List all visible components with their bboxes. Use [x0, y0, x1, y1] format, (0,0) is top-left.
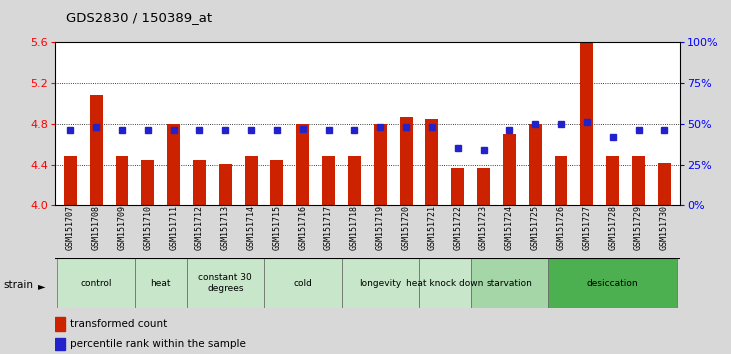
Text: constant 30
degrees: constant 30 degrees [198, 274, 252, 293]
Text: GSM151725: GSM151725 [531, 205, 539, 250]
Text: GSM151719: GSM151719 [376, 205, 385, 250]
Bar [348, 156, 361, 205]
Bar [186, 258, 264, 308]
Bar [477, 168, 490, 205]
Text: GSM151727: GSM151727 [583, 205, 591, 250]
Text: GSM151723: GSM151723 [479, 205, 488, 250]
Text: GSM151707: GSM151707 [66, 205, 75, 250]
Text: GSM151730: GSM151730 [660, 205, 669, 250]
Bar [503, 134, 516, 205]
Bar [270, 160, 284, 205]
Text: GSM151720: GSM151720 [401, 205, 411, 250]
Text: GSM151722: GSM151722 [453, 205, 462, 250]
Bar [606, 156, 619, 205]
Text: GSM151713: GSM151713 [221, 205, 230, 250]
Bar [245, 156, 257, 205]
Bar [341, 258, 419, 308]
Text: GSM151710: GSM151710 [143, 205, 152, 250]
Bar [322, 156, 335, 205]
Text: ►: ► [38, 281, 45, 291]
Bar [141, 160, 154, 205]
Bar [167, 124, 180, 205]
Text: GSM151728: GSM151728 [608, 205, 617, 250]
Bar [55, 317, 65, 331]
Bar [374, 124, 387, 205]
Text: GSM151714: GSM151714 [246, 205, 256, 250]
Bar [529, 124, 542, 205]
Text: strain: strain [4, 280, 34, 290]
Text: longevity: longevity [359, 279, 401, 288]
Bar [219, 164, 232, 205]
Text: transformed count: transformed count [70, 319, 167, 329]
Bar [193, 160, 206, 205]
Text: percentile rank within the sample: percentile rank within the sample [70, 339, 246, 349]
Text: GSM151718: GSM151718 [350, 205, 359, 250]
Bar [580, 42, 594, 205]
Bar [658, 162, 671, 205]
Bar [419, 258, 471, 308]
Text: GSM151711: GSM151711 [169, 205, 178, 250]
Bar [548, 258, 677, 308]
Text: GSM151729: GSM151729 [634, 205, 643, 250]
Text: GSM151716: GSM151716 [298, 205, 307, 250]
Bar [296, 124, 309, 205]
Bar [632, 156, 645, 205]
Bar [135, 258, 186, 308]
Bar [90, 95, 102, 205]
Text: starvation: starvation [486, 279, 532, 288]
Text: GSM151712: GSM151712 [195, 205, 204, 250]
Bar [58, 258, 135, 308]
Text: GSM151709: GSM151709 [118, 205, 126, 250]
Text: GSM151717: GSM151717 [324, 205, 333, 250]
Bar [64, 156, 77, 205]
Bar [264, 258, 341, 308]
Bar [555, 156, 567, 205]
Text: cold: cold [293, 279, 312, 288]
Text: control: control [80, 279, 112, 288]
Bar [400, 117, 412, 205]
Text: heat: heat [151, 279, 171, 288]
Bar [471, 258, 548, 308]
Text: GSM151724: GSM151724 [505, 205, 514, 250]
Bar [55, 338, 65, 350]
Text: GSM151726: GSM151726 [556, 205, 566, 250]
Text: GSM151721: GSM151721 [428, 205, 436, 250]
Bar [425, 119, 439, 205]
Text: desiccation: desiccation [587, 279, 638, 288]
Bar [451, 168, 464, 205]
Text: GDS2830 / 150389_at: GDS2830 / 150389_at [66, 11, 212, 24]
Text: GSM151708: GSM151708 [91, 205, 101, 250]
Text: GSM151715: GSM151715 [273, 205, 281, 250]
Text: heat knock down: heat knock down [406, 279, 483, 288]
Bar [115, 156, 129, 205]
